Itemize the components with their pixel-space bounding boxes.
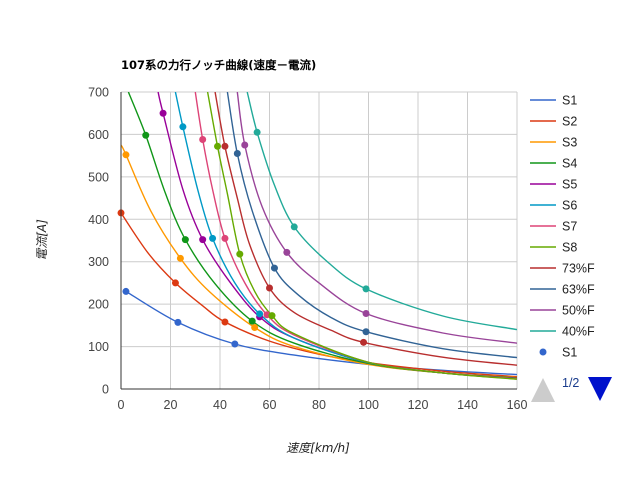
data-point[interactable] <box>179 123 187 131</box>
x-tick-label: 160 <box>507 398 528 412</box>
data-point[interactable] <box>122 287 130 295</box>
legend[interactable]: S1 S2 S3 S4 S5 S6 S7 S8 73%F 63%F 50%F 40%F S1 <box>530 94 595 360</box>
series-line-50pctf[interactable] <box>236 92 517 344</box>
legend-marker-swatch <box>539 348 547 356</box>
x-tick-label: 20 <box>164 398 178 412</box>
data-point[interactable] <box>268 312 276 320</box>
legend-label: 40%F <box>562 325 595 339</box>
y-tick-label: 400 <box>88 213 109 227</box>
data-point[interactable] <box>231 340 239 348</box>
data-point[interactable] <box>266 284 273 292</box>
x-tick-label: 40 <box>213 398 227 412</box>
series-markers <box>117 109 370 348</box>
series-lines <box>121 92 517 380</box>
data-point[interactable] <box>181 236 189 244</box>
legend-label: 50%F <box>562 304 595 318</box>
y-tick-label: 200 <box>88 298 109 312</box>
y-tick-label: 500 <box>88 170 109 184</box>
chart-title: 107系の力行ノッチ曲線(速度－電流) <box>121 58 316 72</box>
data-point[interactable] <box>122 151 130 159</box>
legend-pager: 1/2 <box>531 376 612 402</box>
data-point[interactable] <box>362 309 370 317</box>
data-point[interactable] <box>290 223 298 231</box>
series-line-40pctf[interactable] <box>246 92 517 331</box>
data-point[interactable] <box>176 254 184 262</box>
data-point[interactable] <box>241 141 249 149</box>
axes <box>120 92 517 390</box>
data-point[interactable] <box>171 279 179 287</box>
data-point[interactable] <box>174 318 182 326</box>
legend-prev-page-icon[interactable] <box>531 378 555 402</box>
data-point[interactable] <box>360 338 368 346</box>
legend-label: 73%F <box>562 262 595 276</box>
legend-label: S7 <box>562 220 577 234</box>
series-line-s2[interactable] <box>121 212 517 378</box>
legend-label: S4 <box>562 157 577 171</box>
x-tick-label: 120 <box>408 398 429 412</box>
x-tick-labels: 0 20 40 60 80 100 120 140 160 <box>118 398 528 412</box>
data-point[interactable] <box>362 285 370 293</box>
legend-label: S8 <box>562 241 577 255</box>
series-line-73pctf[interactable] <box>214 92 517 366</box>
data-point[interactable] <box>214 142 222 150</box>
y-axis-label: 電流[A] <box>35 219 49 261</box>
data-point[interactable] <box>209 234 217 242</box>
legend-label: 63%F <box>562 283 595 297</box>
x-tick-label: 0 <box>118 398 125 412</box>
legend-marker-label: S1 <box>562 346 577 360</box>
y-tick-labels: 0 100 200 300 400 500 600 700 <box>88 86 109 397</box>
legend-label: S2 <box>562 115 577 129</box>
data-point[interactable] <box>362 328 370 336</box>
legend-label: S3 <box>562 136 577 150</box>
grid <box>120 91 518 390</box>
data-point[interactable] <box>248 317 256 325</box>
data-point[interactable] <box>159 109 167 117</box>
legend-label: S6 <box>562 199 577 213</box>
series-line-63pctf[interactable] <box>226 92 517 359</box>
x-tick-label: 60 <box>263 398 277 412</box>
y-tick-label: 700 <box>88 86 109 100</box>
y-tick-label: 300 <box>88 255 109 269</box>
data-point[interactable] <box>236 250 244 258</box>
legend-next-page-icon[interactable] <box>588 377 612 401</box>
x-axis-label: 速度[km/h] <box>286 441 350 455</box>
y-tick-label: 100 <box>88 340 109 354</box>
data-point[interactable] <box>251 323 259 331</box>
legend-page-indicator: 1/2 <box>562 376 579 390</box>
series-line-s8[interactable] <box>206 92 517 380</box>
x-tick-label: 80 <box>312 398 326 412</box>
y-tick-label: 0 <box>102 383 109 397</box>
data-point[interactable] <box>283 248 291 256</box>
data-point[interactable] <box>253 128 261 136</box>
data-point[interactable] <box>233 150 241 158</box>
data-point[interactable] <box>221 234 229 242</box>
data-point[interactable] <box>142 131 150 139</box>
data-point[interactable] <box>199 236 207 244</box>
data-point[interactable] <box>199 136 207 144</box>
data-point[interactable] <box>256 310 264 318</box>
data-point[interactable] <box>221 318 229 326</box>
data-point[interactable] <box>270 264 278 272</box>
legend-label: S1 <box>562 94 577 108</box>
x-tick-label: 140 <box>457 398 478 412</box>
legend-label: S5 <box>562 178 577 192</box>
data-point[interactable] <box>221 142 229 150</box>
y-tick-label: 600 <box>88 128 109 142</box>
x-tick-label: 100 <box>358 398 379 412</box>
